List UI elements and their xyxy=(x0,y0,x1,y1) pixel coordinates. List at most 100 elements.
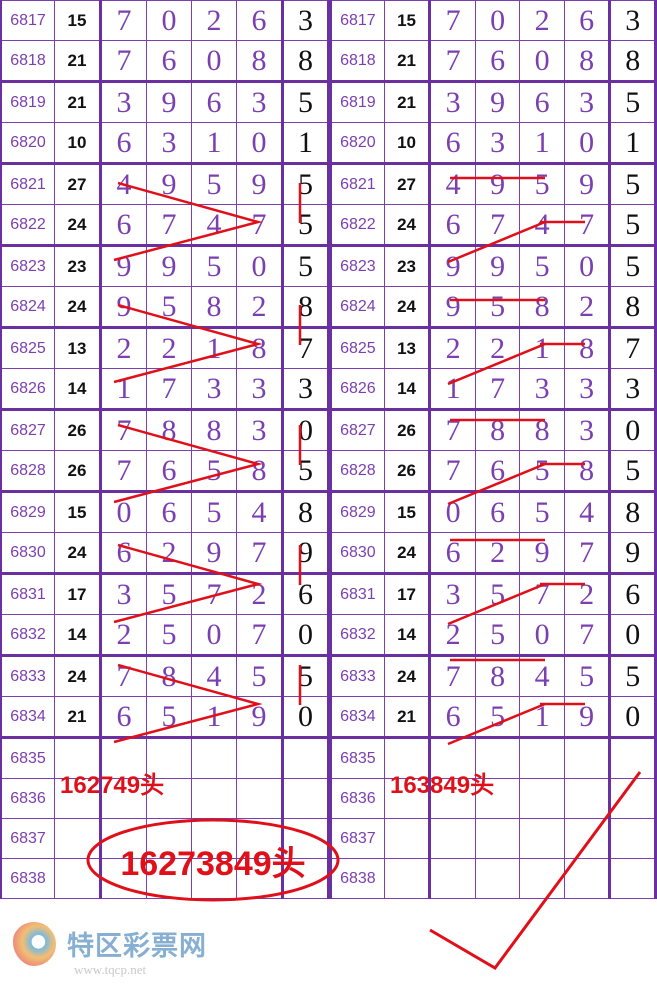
sum-cell xyxy=(383,858,432,899)
period-cell: 6830 xyxy=(329,532,385,575)
digit-cell: 6 xyxy=(429,696,476,739)
digit-cell xyxy=(474,778,521,819)
table-row: 6835 xyxy=(329,737,657,779)
digit-cell: 3 xyxy=(236,409,284,451)
digit-cell xyxy=(191,737,237,779)
digit-cell: 7 xyxy=(563,204,612,247)
digit-cell: 5 xyxy=(146,614,192,657)
watermark-name: 特区彩票网 xyxy=(67,931,207,961)
period-cell: 6823 xyxy=(0,245,55,287)
digit-cell: 3 xyxy=(474,122,521,165)
sum-cell xyxy=(383,778,432,819)
last-digit-cell: 5 xyxy=(609,204,657,247)
digit-cell: 2 xyxy=(236,286,284,329)
last-digit-cell: 5 xyxy=(282,450,330,493)
last-digit-cell: 8 xyxy=(282,40,330,83)
digit-cell: 8 xyxy=(474,655,521,697)
sum-cell: 17 xyxy=(383,573,432,615)
period-cell: 6832 xyxy=(329,614,385,657)
sum-cell: 21 xyxy=(54,696,102,739)
digit-cell xyxy=(474,858,521,899)
table-row: 6832 14 2 5 0 7 0 xyxy=(0,614,330,657)
digit-cell: 8 xyxy=(563,450,612,493)
zigzag-line xyxy=(113,543,263,624)
sum-cell: 23 xyxy=(54,245,102,287)
period-cell: 6838 xyxy=(0,858,55,899)
table-row: 6827 26 7 8 8 3 0 xyxy=(0,409,330,451)
table-row: 6838 xyxy=(0,858,330,899)
digit-cell: 4 xyxy=(191,655,237,697)
last-digit-cell xyxy=(609,778,657,819)
digit-cell: 9 xyxy=(236,696,284,739)
digit-cell: 0 xyxy=(563,122,612,165)
table-row: 6822 24 6 7 4 7 5 xyxy=(329,204,657,247)
sum-cell: 24 xyxy=(383,204,432,247)
digit-cell: 2 xyxy=(429,327,476,369)
period-cell: 6833 xyxy=(0,655,55,697)
sum-cell: 21 xyxy=(54,40,102,83)
digit-cell: 0 xyxy=(191,40,237,83)
table-row: 6823 23 9 9 5 0 5 xyxy=(0,245,330,287)
sum-cell xyxy=(383,818,432,859)
digit-cell: 9 xyxy=(429,286,476,329)
table-row: 6834 21 6 5 1 9 0 xyxy=(0,696,330,739)
table-row: 6827 26 7 8 8 3 0 xyxy=(329,409,657,451)
period-cell: 6823 xyxy=(329,245,385,287)
diagonal-mark xyxy=(447,702,546,746)
digit-cell: 3 xyxy=(191,368,237,411)
period-cell: 6836 xyxy=(0,778,55,819)
last-digit-cell: 1 xyxy=(609,122,657,165)
last-digit-cell: 8 xyxy=(609,40,657,83)
digit-cell: 9 xyxy=(429,245,476,287)
watermark-url: www.tqcp.net xyxy=(74,962,147,977)
diagonal-mark xyxy=(447,462,546,506)
sum-cell: 10 xyxy=(383,122,432,165)
digit-cell: 9 xyxy=(146,245,192,287)
digit-cell: 5 xyxy=(519,163,565,205)
last-digit-cell: 5 xyxy=(282,81,330,123)
last-digit-cell: 8 xyxy=(609,491,657,533)
table-row: 6826 14 1 7 3 3 3 xyxy=(0,368,330,411)
annotation-ellipse xyxy=(86,818,340,902)
digit-cell: 3 xyxy=(146,122,192,165)
sum-cell: 26 xyxy=(383,409,432,451)
digit-cell: 7 xyxy=(236,532,284,575)
table-row: 6832 14 2 5 0 7 0 xyxy=(329,614,657,657)
table-row: 6822 24 6 7 4 7 5 xyxy=(0,204,330,247)
last-digit-cell: 6 xyxy=(282,573,330,615)
digit-cell: 7 xyxy=(429,450,476,493)
period-cell: 6831 xyxy=(329,573,385,615)
last-digit-cell: 5 xyxy=(609,245,657,287)
digit-cell: 6 xyxy=(100,696,147,739)
sum-cell: 15 xyxy=(54,491,102,533)
last-digit-cell xyxy=(609,818,657,859)
sum-cell: 10 xyxy=(54,122,102,165)
digit-cell: 3 xyxy=(563,81,612,123)
period-cell: 6822 xyxy=(329,204,385,247)
digit-cell: 9 xyxy=(474,163,521,205)
table-row: 6825 13 2 2 1 8 7 xyxy=(329,327,657,369)
last-digit-cell: 9 xyxy=(609,532,657,575)
digit-cell: 5 xyxy=(474,573,521,615)
period-cell: 6826 xyxy=(329,368,385,411)
digit-cell: 3 xyxy=(236,368,284,411)
digit-cell: 7 xyxy=(236,614,284,657)
last-digit-cell: 8 xyxy=(282,286,330,329)
digit-cell: 6 xyxy=(519,81,565,123)
table-row: 6828 26 7 6 5 8 5 xyxy=(329,450,657,493)
sum-cell: 17 xyxy=(54,573,102,615)
sum-cell: 24 xyxy=(54,204,102,247)
period-cell: 6835 xyxy=(329,737,385,779)
digit-cell: 0 xyxy=(100,491,147,533)
sum-cell: 24 xyxy=(383,286,432,329)
digit-cell: 5 xyxy=(519,245,565,287)
sum-cell xyxy=(383,737,432,779)
diagonal-mark xyxy=(447,582,546,626)
digit-cell: 7 xyxy=(100,450,147,493)
period-cell: 6825 xyxy=(0,327,55,369)
zigzag-line xyxy=(113,663,263,744)
digit-cell xyxy=(191,818,237,859)
digit-cell: 8 xyxy=(519,409,565,451)
table-row: 6835 xyxy=(0,737,330,779)
